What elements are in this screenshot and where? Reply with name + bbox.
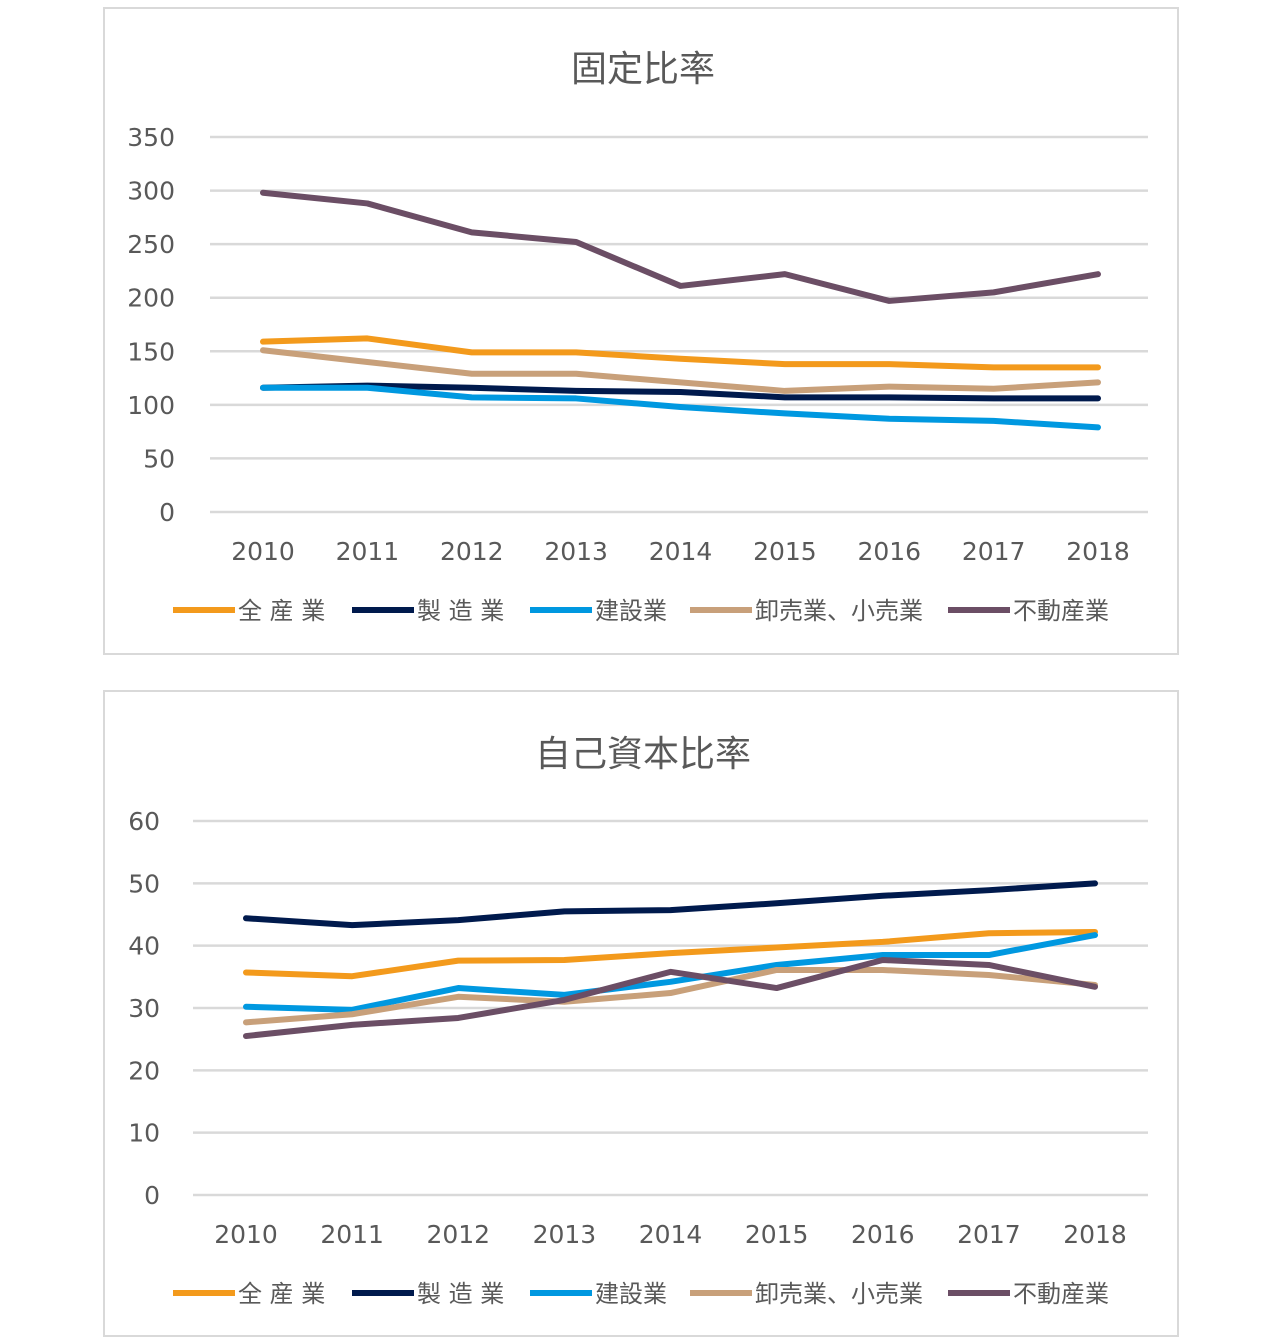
x-tick-label: 2011 <box>336 537 400 566</box>
legend-label: 卸売業、小売業 <box>755 1280 923 1308</box>
x-tick-label: 2010 <box>214 1220 278 1249</box>
x-tick-label: 2016 <box>857 537 921 566</box>
x-tick-label: 2011 <box>320 1220 384 1249</box>
y-tick-label: 20 <box>128 1056 160 1085</box>
x-tick-label: 2014 <box>649 537 713 566</box>
x-tick-label: 2012 <box>426 1220 490 1249</box>
series-line-4 <box>260 189 1101 304</box>
series-line-2 <box>243 932 1098 1013</box>
y-tick-label: 10 <box>128 1119 160 1148</box>
legend-label: 製 造 業 <box>417 1280 504 1308</box>
y-tick-label: 40 <box>128 932 160 961</box>
y-tick-label: 50 <box>128 869 160 898</box>
y-tick-label: 250 <box>127 230 175 259</box>
series-line-2 <box>260 384 1101 431</box>
series-line-1 <box>260 382 1101 402</box>
x-tick-label: 2016 <box>851 1220 915 1249</box>
equity-ratio-svg: 自己資本比率 0 10 20 30 40 50 60 2010 2011 2012 2013 2014 2… <box>128 734 1148 1308</box>
legend-label: 卸売業、小売業 <box>755 597 923 625</box>
y-tick-label: 100 <box>127 391 175 420</box>
series-line-1 <box>243 880 1098 929</box>
chart-equity-ratio: 自己資本比率 0 10 20 30 40 50 60 2010 2011 2012 2013 2014 2… <box>103 690 1179 1337</box>
legend-label: 製 造 業 <box>417 597 504 625</box>
y-tick-label: 50 <box>143 444 175 473</box>
y-tick-label: 300 <box>127 177 175 206</box>
legend-label: 建設業 <box>595 597 667 625</box>
legend-label: 全 産 業 <box>238 1280 325 1308</box>
y-tick-label: 200 <box>127 284 175 313</box>
x-tick-label: 2010 <box>231 537 295 566</box>
chart-title: 固定比率 <box>571 49 715 90</box>
y-tick-label: 60 <box>128 807 160 836</box>
x-tick-label: 2018 <box>1063 1220 1127 1249</box>
chart-title: 自己資本比率 <box>535 734 751 775</box>
x-tick-label: 2015 <box>753 537 817 566</box>
x-tick-label: 2018 <box>1066 537 1130 566</box>
x-tick-label: 2012 <box>440 537 504 566</box>
fixed-ratio-svg: 固定比率 0 50 100 150 200 250 300 350 2010 2011 2012 201… <box>127 49 1148 625</box>
series-line-3 <box>260 347 1101 394</box>
legend-label: 不動産業 <box>1013 597 1109 625</box>
y-tick-label: 350 <box>127 123 175 152</box>
chart-fixed-ratio: 固定比率 0 50 100 150 200 250 300 350 2010 2011 2012 201… <box>103 7 1179 655</box>
series-line-4 <box>243 957 1098 1040</box>
y-tick-label: 30 <box>128 994 160 1023</box>
legend-label: 建設業 <box>595 1280 667 1308</box>
x-tick-label: 2015 <box>745 1220 809 1249</box>
x-tick-label: 2013 <box>544 537 608 566</box>
legend-label: 不動産業 <box>1013 1280 1109 1308</box>
series-line-0 <box>243 928 1098 980</box>
y-tick-label: 0 <box>159 498 175 527</box>
x-tick-label: 2017 <box>962 537 1026 566</box>
x-tick-label: 2013 <box>533 1220 597 1249</box>
x-tick-label: 2017 <box>957 1220 1021 1249</box>
y-tick-label: 0 <box>144 1181 160 1210</box>
series-line-0 <box>260 335 1101 371</box>
series-line-3 <box>243 966 1098 1026</box>
x-tick-label: 2014 <box>639 1220 703 1249</box>
legend-label: 全 産 業 <box>238 597 325 625</box>
y-tick-label: 150 <box>127 337 175 366</box>
